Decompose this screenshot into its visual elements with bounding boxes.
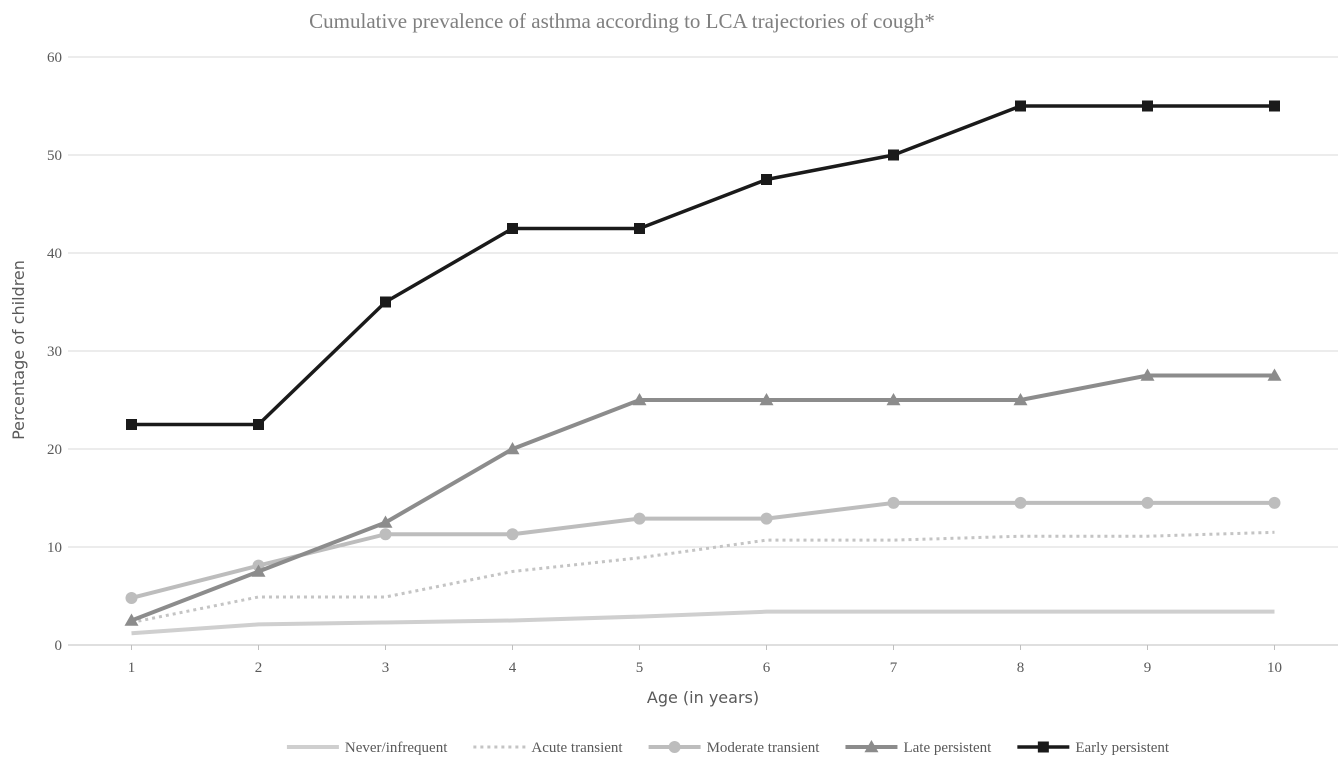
y-axis-label: Percentage of children (9, 260, 28, 440)
x-tick-label-8: 8 (1017, 660, 1025, 676)
data-point-early-persistent-2 (253, 419, 264, 430)
data-point-early-persistent-3 (380, 296, 391, 308)
x-axis-ticks: 1 2 3 4 5 6 7 8 9 10 (128, 645, 1282, 676)
series-line-never-infrequent (131, 609, 1275, 636)
y-tick-label-10: 10 (47, 540, 62, 556)
data-point-late-persistent-7 (886, 393, 901, 406)
x-tick-label-5: 5 (636, 660, 644, 676)
y-tick-label-30: 30 (47, 344, 62, 360)
x-tick-label-4: 4 (509, 660, 517, 676)
series-moderate-transient (125, 496, 1281, 604)
data-point-moderate-transient-7 (887, 496, 900, 509)
data-point-late-persistent-6 (759, 393, 774, 406)
legend-label-early-persistent: Early persistent (1075, 740, 1170, 756)
legend-label-never-infrequent: Never/infrequent (345, 740, 448, 756)
legend-label-moderate-transient: Moderate transient (707, 740, 821, 756)
y-tick-label-20: 20 (47, 442, 62, 458)
data-point-early-persistent-7 (888, 149, 899, 161)
x-tick-label-6: 6 (763, 660, 771, 676)
data-point-moderate-transient-1 (125, 591, 138, 604)
y-tick-label-60: 60 (47, 50, 62, 66)
legend-item-never-infrequent: Never/infrequent (286, 740, 448, 756)
series-acute-transient (131, 530, 1275, 624)
legend-item-moderate-transient: Moderate transient (648, 740, 821, 756)
data-point-late-persistent-2 (251, 564, 266, 577)
series-line-moderate-transient (131, 500, 1275, 600)
legend-item-early-persistent: Early persistent (1017, 740, 1170, 756)
chart-title: Cumulative prevalence of asthma accordin… (309, 9, 935, 33)
x-tick-label-10: 10 (1267, 660, 1282, 676)
x-axis-label: Age (in years) (647, 688, 759, 707)
data-point-late-persistent-4 (505, 442, 520, 455)
legend-marker-early-persistent (1037, 741, 1049, 753)
series-lines (124, 100, 1282, 636)
data-point-moderate-transient-4 (506, 528, 519, 541)
series-early-persistent (126, 100, 1280, 430)
data-point-early-persistent-9 (1142, 100, 1153, 112)
series-line-acute-transient (131, 530, 1275, 624)
data-point-moderate-transient-10 (1268, 496, 1281, 509)
x-tick-label-7: 7 (890, 660, 898, 676)
x-tick-label-2: 2 (255, 660, 263, 676)
legend: Never/infrequent Acute transient Moderate … (286, 740, 1170, 756)
data-point-early-persistent-10 (1269, 100, 1280, 112)
data-point-late-persistent-8 (1013, 393, 1028, 406)
legend-marker-moderate-transient (668, 741, 681, 753)
series-never-infrequent (131, 609, 1275, 636)
legend-label-acute-transient: Acute transient (531, 740, 623, 756)
data-point-late-persistent-1 (124, 613, 139, 626)
x-tick-label-1: 1 (128, 660, 136, 676)
data-point-late-persistent-3 (378, 515, 393, 528)
legend-label-late-persistent: Late persistent (903, 740, 992, 756)
y-tick-label-40: 40 (47, 246, 62, 262)
y-axis-ticks: 0 10 20 30 40 50 60 (47, 50, 62, 654)
data-point-early-persistent-1 (126, 419, 137, 430)
legend-marker-late-persistent (864, 740, 879, 753)
legend-item-acute-transient: Acute transient (473, 740, 623, 756)
data-point-early-persistent-4 (507, 223, 518, 234)
series-line-late-persistent (130, 373, 1275, 623)
data-point-moderate-transient-9 (1141, 496, 1154, 509)
series-late-persistent (124, 368, 1282, 626)
grid-lines (68, 56, 1338, 646)
data-point-late-persistent-10 (1267, 368, 1282, 381)
series-line-early-persistent (131, 104, 1275, 427)
x-tick-label-3: 3 (382, 660, 390, 676)
y-tick-label-0: 0 (55, 638, 63, 654)
data-point-moderate-transient-8 (1014, 496, 1027, 509)
data-point-moderate-transient-3 (379, 528, 392, 541)
data-point-moderate-transient-5 (633, 512, 646, 525)
y-tick-label-50: 50 (47, 148, 62, 164)
data-point-early-persistent-6 (761, 174, 772, 185)
data-point-late-persistent-9 (1140, 368, 1155, 381)
data-point-early-persistent-5 (634, 223, 645, 234)
data-point-early-persistent-8 (1015, 100, 1026, 112)
legend-item-late-persistent: Late persistent (845, 740, 992, 756)
data-point-moderate-transient-6 (760, 512, 773, 525)
x-tick-label-9: 9 (1144, 660, 1152, 676)
data-point-late-persistent-5 (632, 393, 647, 406)
